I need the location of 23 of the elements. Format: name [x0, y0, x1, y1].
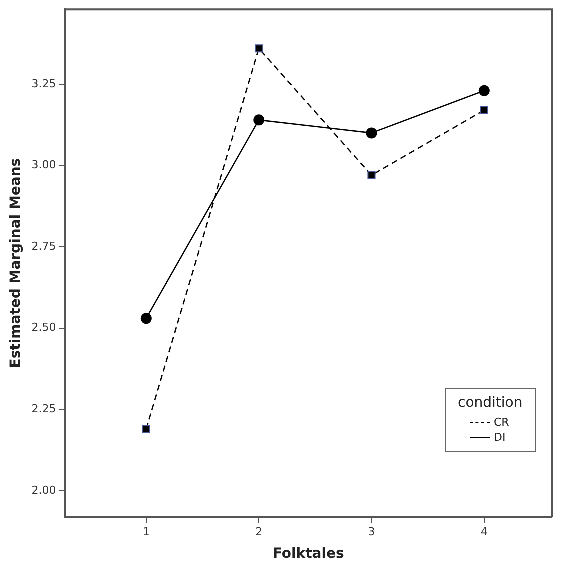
y-tick-label: 2.75 [32, 240, 56, 253]
y-tick-label: 3.00 [32, 158, 56, 172]
y-tick-label: 3.25 [32, 77, 56, 90]
legend-title: condition [458, 395, 523, 411]
legend-label: DI [494, 430, 506, 445]
x-tick-label: 2 [256, 525, 263, 538]
point [366, 128, 378, 139]
y-tick-label: 2.25 [32, 402, 56, 416]
x-tick-label: 4 [480, 525, 488, 538]
point [368, 171, 376, 180]
point [255, 44, 264, 53]
y-axis-title: Estimated Marginal Means [8, 158, 24, 368]
point [142, 425, 150, 434]
x-tick-label: 1 [142, 525, 150, 538]
y-tick-label: 2.00 [32, 484, 56, 497]
point [254, 114, 265, 126]
point [478, 85, 490, 96]
x-axis-title: Folktales [272, 546, 344, 562]
x-tick-label: 3 [368, 525, 376, 538]
point [480, 106, 488, 114]
point [140, 313, 152, 324]
legend-label: CR [494, 415, 510, 430]
y-tick-label: 2.50 [32, 321, 56, 334]
